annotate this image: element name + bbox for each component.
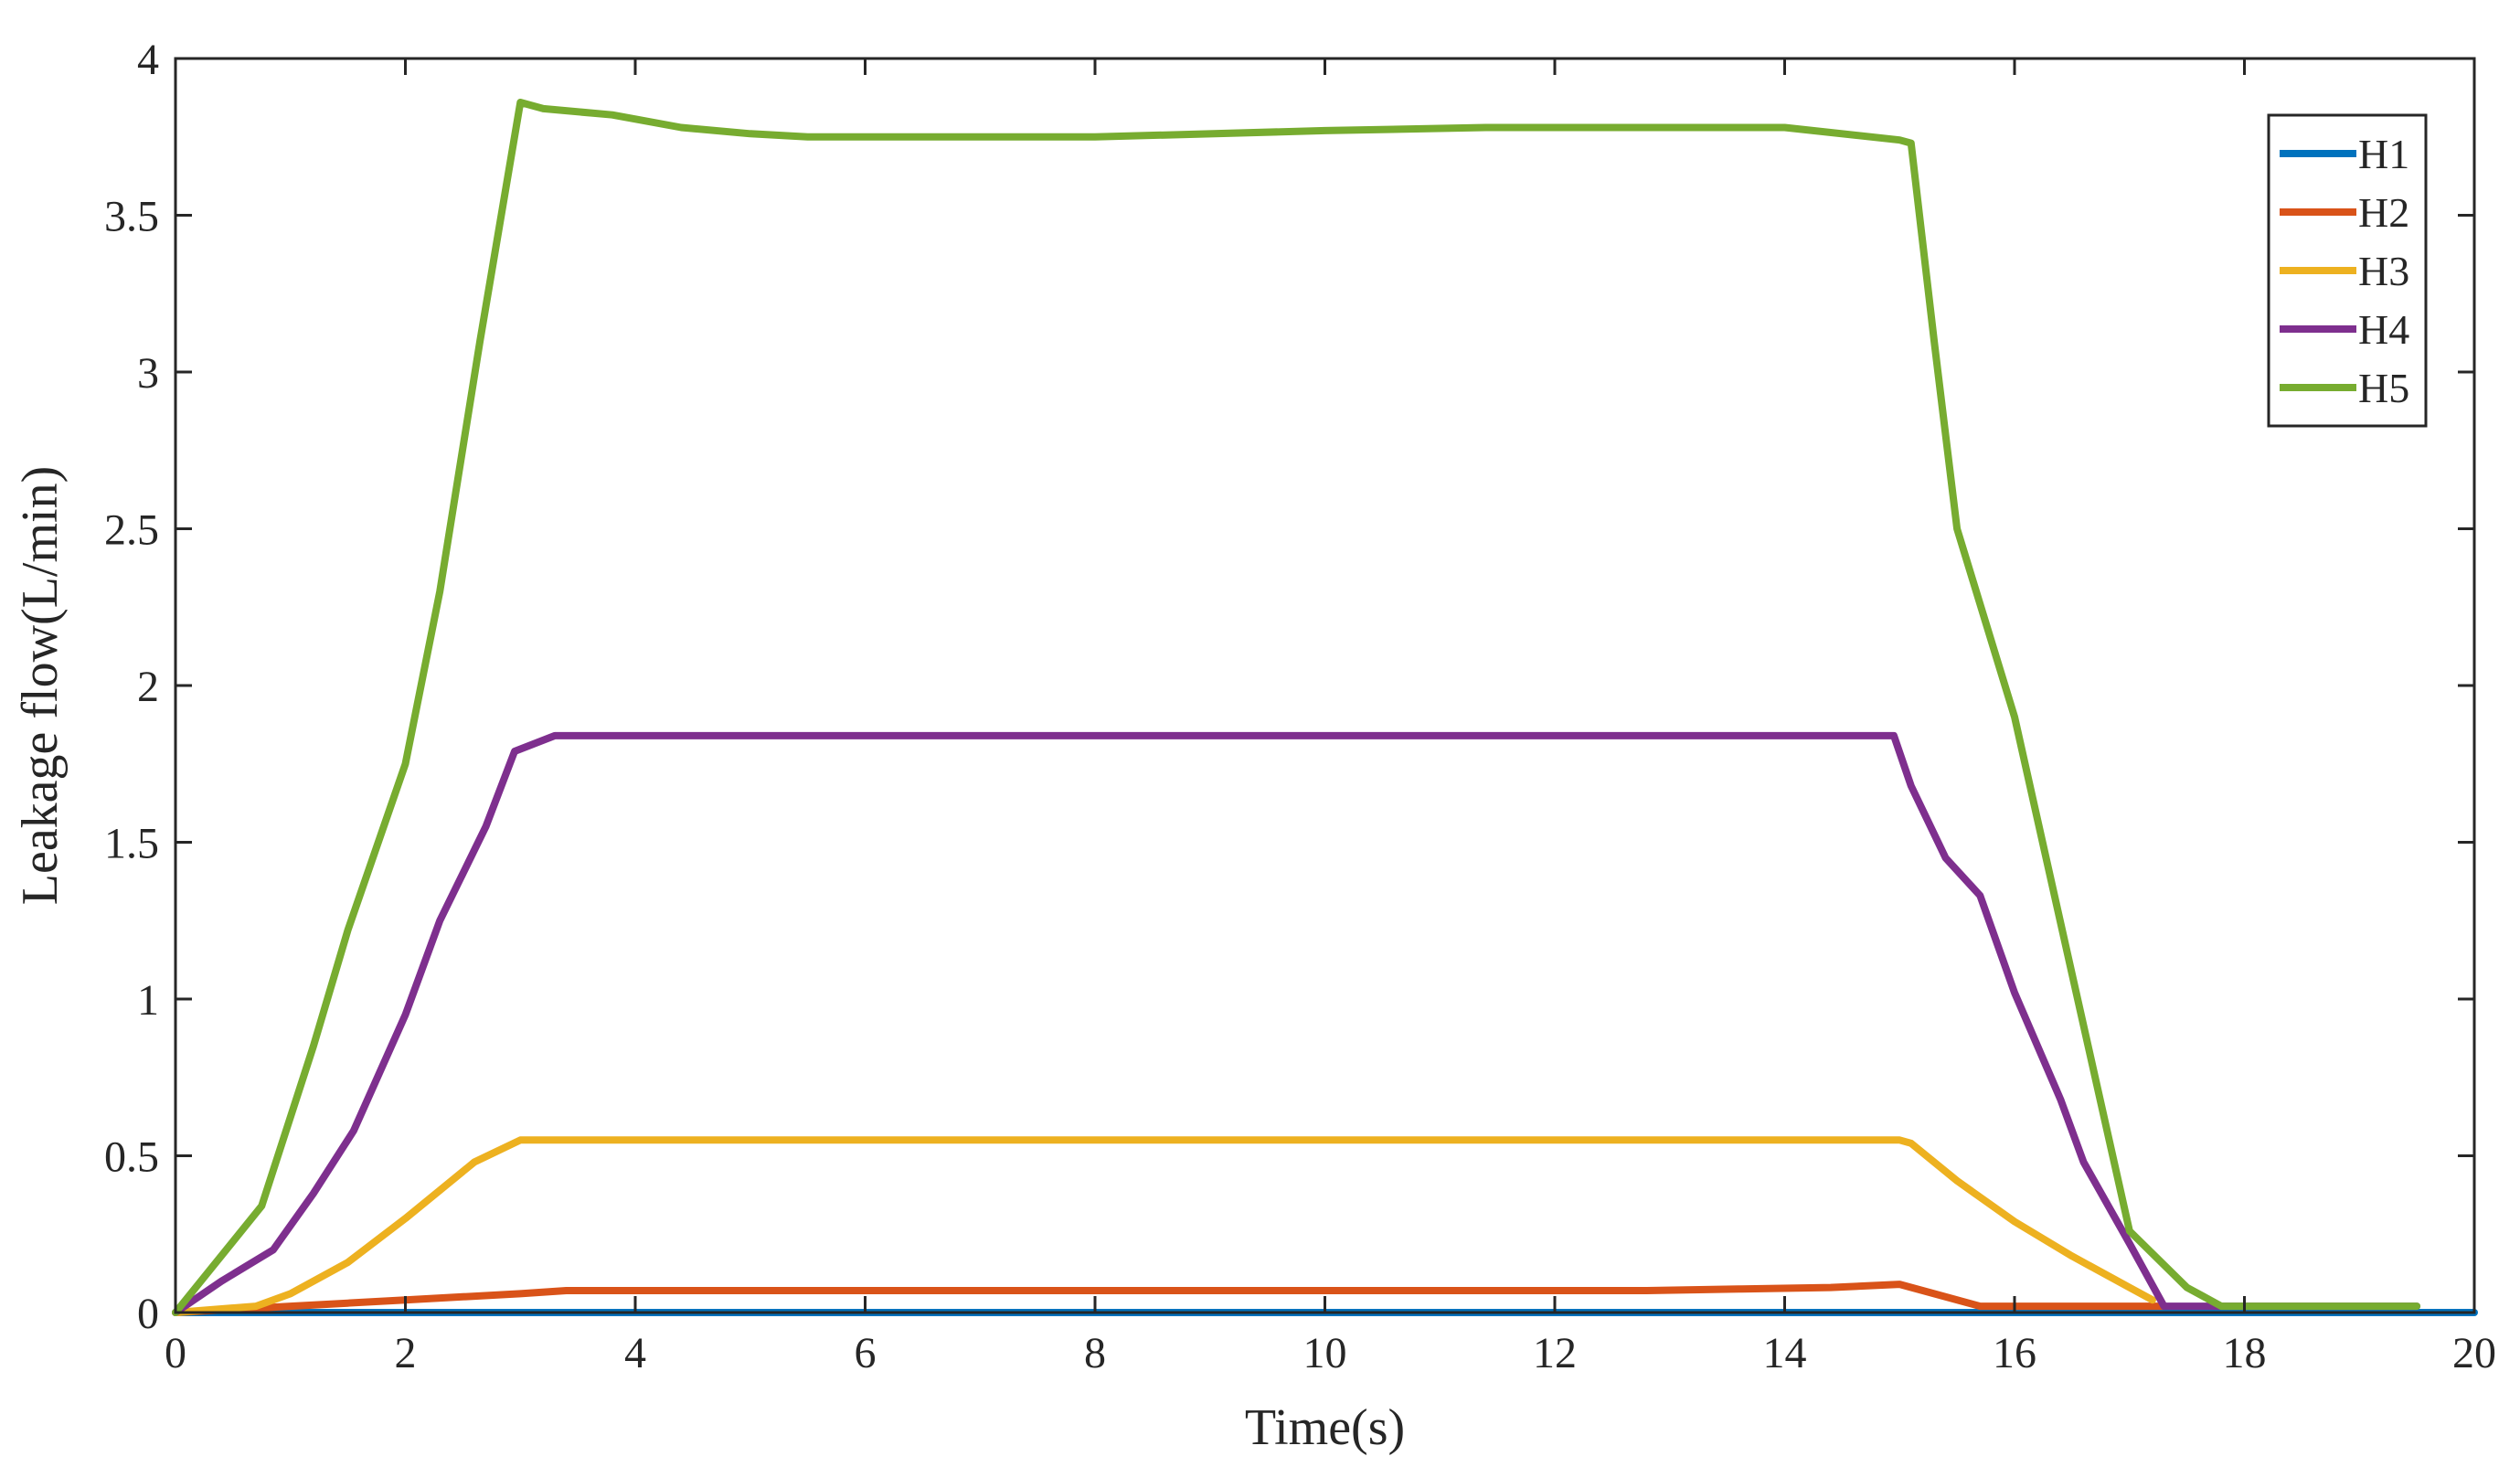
legend-label-h4: H4 — [2358, 306, 2409, 353]
series-line-h5 — [172, 99, 2421, 1316]
legend-label-h3: H3 — [2358, 248, 2409, 294]
y-tick-label: 1 — [137, 976, 159, 1025]
x-tick-label: 16 — [1993, 1329, 2036, 1377]
x-tick-label: 8 — [1084, 1329, 1106, 1377]
legend-label-h5: H5 — [2358, 365, 2409, 411]
y-tick-label: 2 — [137, 663, 159, 711]
x-tick-label: 12 — [1533, 1329, 1577, 1377]
plot-area — [175, 58, 2474, 1313]
legend-label-h1: H1 — [2358, 131, 2409, 177]
legend: H1 H2 H3 H4 H5 — [2267, 113, 2428, 428]
x-axis-title: Time(s) — [1245, 1399, 1405, 1456]
series-line-h4 — [172, 731, 2421, 1316]
y-tick-label: 0 — [137, 1290, 159, 1338]
y-tick-label: 0.5 — [104, 1133, 159, 1182]
y-tick-label: 3 — [137, 349, 159, 398]
x-tick-label: 20 — [2452, 1329, 2496, 1377]
x-tick-label: 18 — [2223, 1329, 2267, 1377]
legend-label-h2: H2 — [2358, 189, 2409, 236]
series-line-h3 — [172, 1136, 2156, 1316]
x-tick-label: 0 — [165, 1329, 186, 1377]
x-tick-label: 10 — [1303, 1329, 1347, 1377]
series-line-h2 — [172, 1281, 2168, 1316]
tick-layer: 0 2 4 6 8 10 12 14 16 18 20 0 0.5 1 1.5 2 2.5 3 3.5 4 — [104, 36, 2496, 1377]
x-tick-label: 4 — [624, 1329, 646, 1377]
y-tick-label: 3.5 — [104, 193, 159, 241]
y-axis-title: Leakage flow(L/min) — [12, 466, 69, 905]
x-tick-label: 6 — [855, 1329, 877, 1377]
x-tick-label: 2 — [395, 1329, 417, 1377]
y-tick-label: 2.5 — [104, 506, 159, 555]
y-tick-label: 4 — [137, 36, 159, 84]
x-tick-label: 14 — [1763, 1329, 1807, 1377]
y-tick-label: 1.5 — [104, 820, 159, 868]
